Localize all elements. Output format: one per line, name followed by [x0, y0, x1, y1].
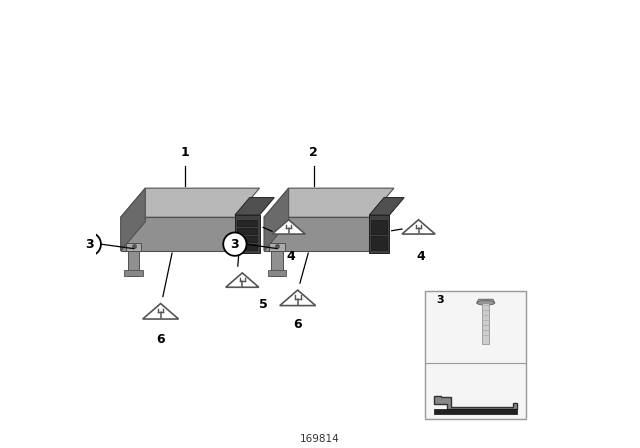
- FancyBboxPatch shape: [425, 291, 526, 419]
- Polygon shape: [235, 215, 260, 253]
- Bar: [371, 236, 387, 250]
- Bar: [371, 220, 387, 234]
- Bar: [237, 220, 257, 226]
- Polygon shape: [369, 215, 389, 253]
- Polygon shape: [264, 188, 289, 251]
- Polygon shape: [124, 270, 143, 276]
- Text: 2: 2: [309, 146, 318, 159]
- Polygon shape: [280, 290, 316, 306]
- Polygon shape: [477, 299, 495, 303]
- Text: 3: 3: [436, 295, 444, 305]
- Polygon shape: [268, 270, 286, 276]
- Text: 4: 4: [287, 250, 295, 263]
- Bar: [237, 228, 257, 234]
- Polygon shape: [435, 396, 517, 409]
- Circle shape: [77, 233, 101, 256]
- Polygon shape: [128, 249, 140, 276]
- Circle shape: [223, 233, 246, 256]
- Polygon shape: [264, 217, 369, 251]
- Bar: [237, 244, 257, 250]
- Polygon shape: [269, 243, 285, 251]
- Bar: [435, 409, 517, 414]
- Polygon shape: [126, 243, 141, 251]
- Polygon shape: [402, 220, 435, 234]
- Text: 5: 5: [259, 298, 268, 311]
- Polygon shape: [121, 188, 260, 217]
- Polygon shape: [121, 217, 235, 251]
- Ellipse shape: [477, 301, 495, 305]
- Polygon shape: [235, 198, 275, 215]
- Polygon shape: [482, 303, 490, 344]
- Text: 169814: 169814: [300, 434, 340, 444]
- Polygon shape: [271, 249, 283, 276]
- Polygon shape: [226, 273, 259, 287]
- Bar: [237, 236, 257, 242]
- Text: 4: 4: [417, 250, 425, 263]
- Text: 6: 6: [156, 333, 165, 346]
- Text: 1: 1: [180, 146, 189, 159]
- Polygon shape: [121, 188, 145, 251]
- Polygon shape: [369, 198, 404, 215]
- Polygon shape: [272, 220, 305, 234]
- Text: 3: 3: [230, 237, 239, 251]
- Polygon shape: [143, 303, 179, 319]
- Text: 3: 3: [85, 237, 93, 251]
- Polygon shape: [264, 188, 394, 217]
- Text: 6: 6: [293, 318, 302, 332]
